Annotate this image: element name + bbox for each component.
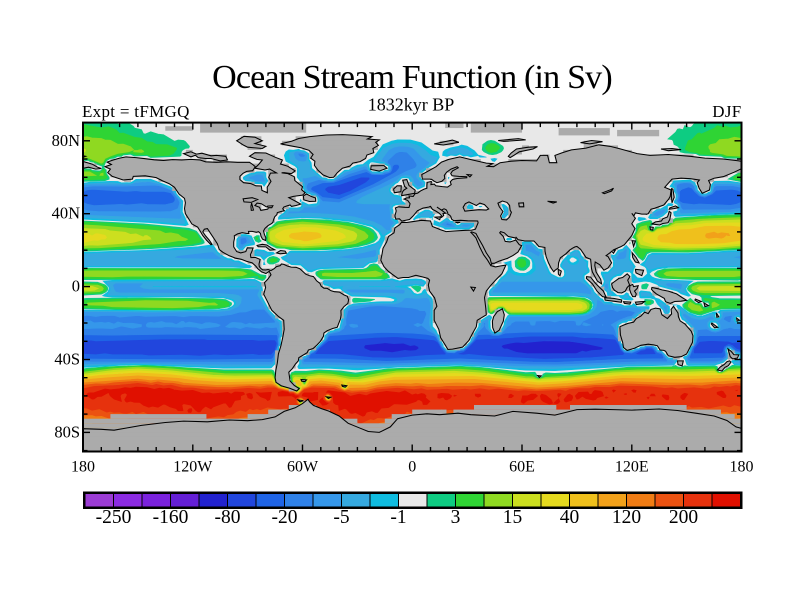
svg-text:60E: 60E [509, 459, 535, 476]
svg-text:-1: -1 [390, 507, 406, 528]
svg-text:3: 3 [451, 507, 461, 528]
svg-text:120E: 120E [615, 459, 649, 476]
svg-text:40: 40 [560, 507, 580, 528]
svg-text:40N: 40N [52, 204, 81, 223]
svg-text:-160: -160 [153, 507, 189, 528]
svg-text:200: 200 [669, 507, 698, 528]
svg-text:1832kyr BP: 1832kyr BP [368, 95, 455, 115]
svg-text:Expt = tFMGQ: Expt = tFMGQ [82, 102, 190, 121]
svg-text:0: 0 [408, 459, 416, 476]
svg-text:15: 15 [503, 507, 523, 528]
svg-text:0: 0 [72, 277, 80, 296]
svg-text:180: 180 [730, 459, 754, 476]
svg-text:60W: 60W [287, 459, 319, 476]
svg-text:80S: 80S [54, 422, 80, 441]
svg-text:80N: 80N [52, 131, 81, 150]
svg-text:180: 180 [71, 459, 95, 476]
svg-text:Ocean Stream Function (in Sv): Ocean Stream Function (in Sv) [212, 59, 612, 96]
svg-text:-5: -5 [333, 507, 349, 528]
svg-text:-250: -250 [96, 507, 132, 528]
svg-text:120W: 120W [173, 459, 213, 476]
svg-text:-20: -20 [272, 507, 298, 528]
svg-text:40S: 40S [54, 350, 80, 369]
svg-text:DJF: DJF [712, 102, 741, 121]
svg-text:-80: -80 [215, 507, 241, 528]
svg-text:120: 120 [612, 507, 641, 528]
